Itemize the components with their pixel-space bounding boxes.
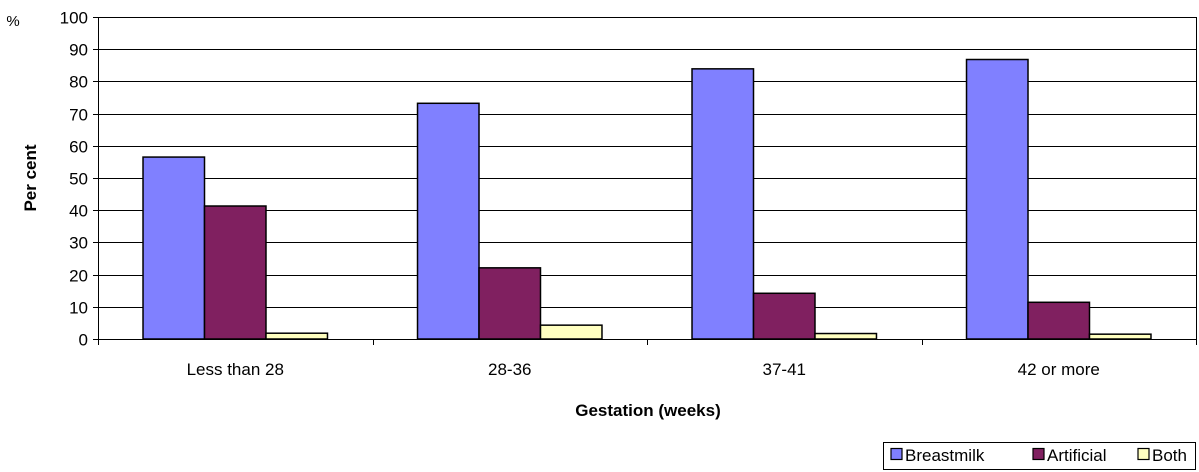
y-axis-title: Per cent <box>21 144 40 211</box>
y-tick-label: 10 <box>69 299 88 318</box>
legend-swatch <box>1137 447 1150 461</box>
bar-both <box>1088 333 1152 340</box>
legend-label: Artificial <box>1047 446 1107 465</box>
y-tick-label: 30 <box>69 234 88 253</box>
x-axis-title: Gestation (weeks) <box>575 401 721 420</box>
y-tick-label: 70 <box>69 106 88 125</box>
y-tick-label: 100 <box>60 9 88 28</box>
y-tick-label: 50 <box>69 170 88 189</box>
y-tick-label: 40 <box>69 202 88 221</box>
x-tick-label: 37-41 <box>763 360 806 379</box>
y-tick-label: 20 <box>69 267 88 286</box>
y-axis: 0 10 20 30 40 50 60 70 80 90 100 <box>60 9 98 350</box>
y-tick-label: 60 <box>69 138 88 157</box>
bar-artificial <box>752 292 816 340</box>
bar-artificial <box>203 205 267 340</box>
bar-breastmilk <box>142 156 206 340</box>
y-tick-label: 90 <box>69 41 88 60</box>
x-tick-label: 42 or more <box>1018 360 1100 379</box>
legend-swatch <box>1032 447 1045 461</box>
legend-label: Both <box>1152 446 1187 465</box>
legend-swatch <box>890 447 903 461</box>
x-axis: Less than 28 28-36 37-41 42 or more <box>98 339 1197 379</box>
bar-artificial <box>478 267 542 340</box>
bar-breastmilk <box>965 58 1029 340</box>
x-tick-label: 28-36 <box>488 360 531 379</box>
bar-breastmilk <box>416 102 480 340</box>
legend: Breastmilk Artificial Both <box>883 442 1196 470</box>
y-tick-label: 0 <box>79 331 88 350</box>
x-tick-label: Less than 28 <box>187 360 284 379</box>
legend-label: Breastmilk <box>905 446 985 465</box>
bar-both <box>814 332 878 340</box>
bar-both <box>265 332 329 340</box>
bars <box>142 58 1152 340</box>
bar-breastmilk <box>691 68 755 340</box>
bar-both <box>539 324 603 340</box>
y-tick-label: 80 <box>69 73 88 92</box>
y-unit-label: % <box>6 13 19 30</box>
bar-artificial <box>1027 301 1091 340</box>
